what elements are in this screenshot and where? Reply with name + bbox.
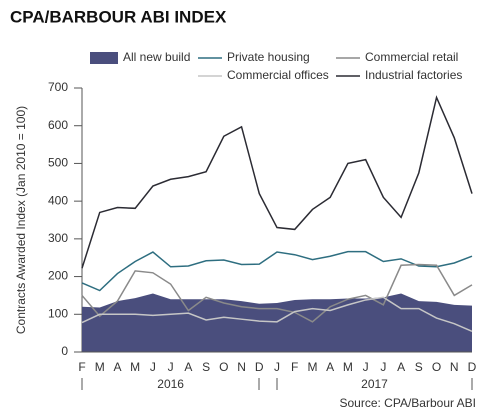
- year-separators: [81, 378, 473, 390]
- x-tick-label: D: [255, 360, 264, 374]
- legend-label: Commercial retail: [365, 50, 458, 64]
- x-tick-label: M: [307, 360, 317, 374]
- y-tick-label: 100: [48, 306, 68, 320]
- x-tick-label: N: [450, 360, 459, 374]
- x-tick-label: F: [291, 360, 298, 374]
- x-tick-label: J: [168, 360, 174, 374]
- year-label: 2016: [157, 377, 184, 391]
- x-tick-label: S: [415, 360, 423, 374]
- x-tick-label: J: [150, 360, 156, 374]
- series-line: [81, 296, 473, 332]
- legend-swatch: [90, 52, 118, 64]
- area: [82, 293, 472, 352]
- y-tick-label: 700: [48, 80, 68, 94]
- legend-label: Industrial factories: [365, 68, 462, 82]
- x-tick-label: A: [397, 360, 405, 374]
- y-tick-label: 600: [48, 118, 68, 132]
- x-tick-label: J: [380, 360, 386, 374]
- legend-label: Commercial offices: [227, 68, 329, 82]
- x-tick-label: S: [202, 360, 210, 374]
- y-axis-label: Contracts Awarded Index (Jan 2010 = 100): [14, 106, 28, 334]
- y-tick-label: 300: [48, 231, 68, 245]
- y-tick-label: 0: [61, 344, 68, 358]
- y-tick-label: 200: [48, 269, 68, 283]
- x-tick-label: J: [274, 360, 280, 374]
- x-tick-label: J: [363, 360, 369, 374]
- x-tick-label: D: [468, 360, 477, 374]
- chart-title: CPA/BARBOUR ABI INDEX: [10, 7, 227, 26]
- source: Source: CPA/Barbour ABI: [339, 396, 476, 410]
- x-tick-label: A: [184, 360, 192, 374]
- series-line: [81, 250, 473, 292]
- y-tick-label: 400: [48, 193, 68, 207]
- x-tick-label: M: [343, 360, 353, 374]
- series-line: [81, 95, 473, 269]
- x-tick-label: O: [219, 360, 228, 374]
- x-tick-label: M: [95, 360, 105, 374]
- x-tick-label: A: [326, 360, 334, 374]
- y-tick-label: 500: [48, 156, 68, 170]
- x-tick-label: A: [113, 360, 121, 374]
- x-tick-label: F: [78, 360, 85, 374]
- series-line: [81, 263, 473, 323]
- year-label: 2017: [361, 377, 388, 391]
- legend-label: All new build: [123, 50, 190, 64]
- legend-label: Private housing: [227, 50, 310, 64]
- x-tick-label: N: [237, 360, 246, 374]
- x-tick-label: M: [130, 360, 140, 374]
- x-tick-label: O: [432, 360, 441, 374]
